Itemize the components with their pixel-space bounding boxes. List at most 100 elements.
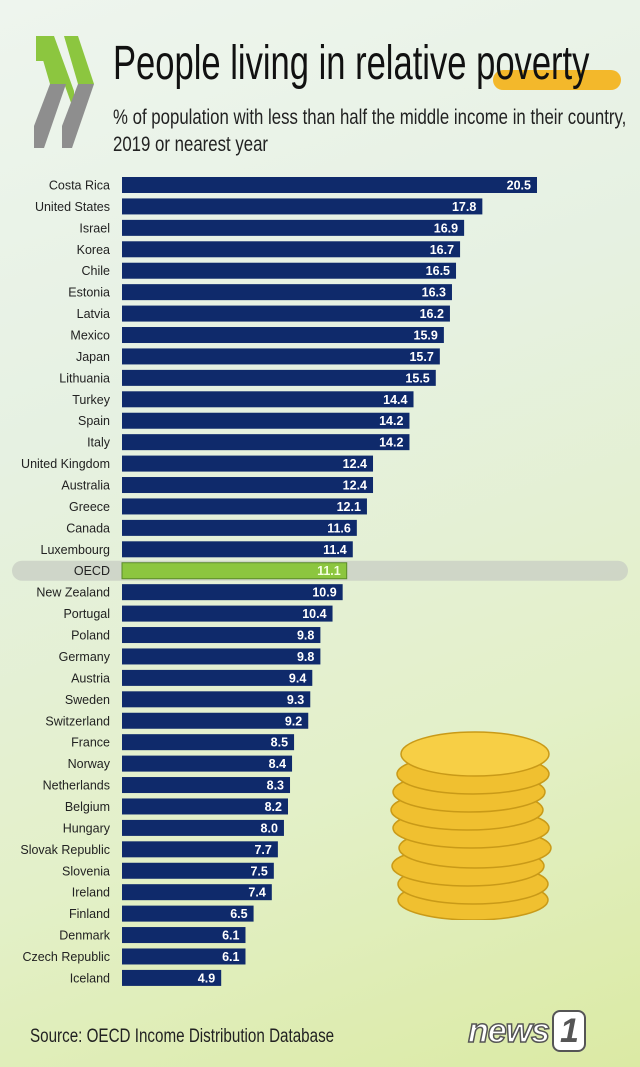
value-label: 11.6: [327, 521, 351, 535]
bar-australia: [122, 477, 374, 494]
value-label: 16.9: [434, 221, 458, 235]
news1-watermark: news 1: [467, 1010, 586, 1052]
category-label: Belgium: [65, 800, 110, 814]
value-label: 16.7: [430, 243, 454, 257]
bar-slovak-republic: [122, 841, 278, 858]
category-label: Israel: [79, 221, 110, 235]
bar-finland: [122, 905, 254, 922]
value-label: 15.7: [409, 350, 433, 364]
category-label: Finland: [69, 907, 110, 921]
category-label: Switzerland: [45, 714, 110, 728]
category-label: Australia: [61, 479, 110, 493]
chart-title: People living in relative poverty: [113, 37, 590, 90]
category-label: Germany: [59, 650, 111, 664]
bar-czech-republic: [122, 948, 246, 965]
category-label: Japan: [76, 350, 110, 364]
category-label: Hungary: [63, 821, 111, 835]
bar-iceland: [122, 969, 222, 986]
bar-latvia: [122, 305, 450, 322]
value-label: 8.5: [271, 736, 288, 750]
category-label: OECD: [74, 564, 110, 578]
bar-norway: [122, 755, 293, 772]
bar-hungary: [122, 819, 284, 836]
value-label: 12.1: [337, 500, 361, 514]
value-label: 15.5: [405, 371, 429, 385]
bar-portugal: [122, 605, 333, 622]
source-note: Source: OECD Income Distribution Databas…: [30, 1026, 335, 1047]
value-label: 12.4: [343, 457, 367, 471]
coins-illustration: [390, 731, 552, 920]
category-label: Iceland: [70, 971, 110, 985]
value-label: 6.1: [222, 929, 239, 943]
value-label: 14.2: [379, 414, 403, 428]
bar-poland: [122, 627, 321, 644]
category-label: New Zealand: [36, 586, 110, 600]
value-label: 11.4: [323, 543, 347, 557]
value-label: 12.4: [343, 479, 367, 493]
bar-switzerland: [122, 712, 309, 729]
value-label: 8.2: [265, 800, 282, 814]
bar-united-kingdom: [122, 455, 374, 472]
bar-sweden: [122, 691, 311, 708]
bar-greece: [122, 498, 367, 515]
category-label: Luxembourg: [41, 543, 111, 557]
category-label: Lithuania: [59, 371, 110, 385]
bar-chile: [122, 262, 457, 279]
value-label: 17.8: [452, 200, 476, 214]
value-label: 8.4: [269, 757, 286, 771]
category-label: Chile: [82, 264, 111, 278]
category-label: Denmark: [59, 929, 110, 943]
bar-denmark: [122, 927, 246, 944]
bar-united-states: [122, 198, 483, 215]
category-label: Italy: [87, 436, 111, 450]
bar-italy: [122, 434, 410, 451]
value-label: 14.4: [383, 393, 407, 407]
value-label: 16.3: [422, 286, 446, 300]
bar-korea: [122, 241, 461, 258]
value-label: 14.2: [379, 436, 403, 450]
value-label: 16.2: [420, 307, 444, 321]
category-label: Czech Republic: [22, 950, 110, 964]
bar-netherlands: [122, 777, 291, 794]
bar-costa-rica: [122, 177, 537, 193]
value-label: 9.4: [289, 671, 306, 685]
category-label: France: [71, 736, 110, 750]
bar-luxembourg: [122, 541, 353, 558]
bar-new-zealand: [122, 584, 343, 601]
bar-oecd: [121, 562, 348, 580]
value-label: 15.9: [414, 329, 438, 343]
value-label: 6.1: [222, 950, 239, 964]
value-label: 9.3: [287, 693, 304, 707]
bar-lithuania: [122, 369, 436, 386]
bar-estonia: [122, 284, 452, 301]
bar-japan: [122, 348, 440, 365]
category-label: Greece: [69, 500, 110, 514]
category-label: United States: [35, 200, 110, 214]
category-label: Turkey: [72, 393, 110, 407]
category-label: Slovak Republic: [20, 843, 110, 857]
value-label: 16.5: [426, 264, 450, 278]
category-label: Estonia: [68, 286, 110, 300]
category-label: United Kingdom: [21, 457, 110, 471]
value-label: 9.8: [297, 629, 314, 643]
value-label: 7.5: [250, 864, 267, 878]
bar-canada: [122, 519, 357, 536]
value-label: 9.8: [297, 650, 314, 664]
value-label: 20.5: [507, 179, 531, 193]
value-label: 10.9: [312, 586, 336, 600]
category-label: Slovenia: [62, 864, 110, 878]
bar-ireland: [122, 884, 272, 901]
category-label: Norway: [68, 757, 111, 771]
category-label: Poland: [71, 629, 110, 643]
value-label: 8.3: [267, 779, 284, 793]
bar-slovenia: [122, 862, 274, 879]
category-label: Spain: [78, 414, 110, 428]
category-label: Korea: [77, 243, 110, 257]
value-label: 6.5: [230, 907, 247, 921]
bar-israel: [122, 219, 465, 236]
category-label: Austria: [71, 671, 110, 685]
oecd-logo: [34, 36, 94, 148]
category-label: Ireland: [72, 886, 110, 900]
value-label: 8.0: [261, 821, 278, 835]
